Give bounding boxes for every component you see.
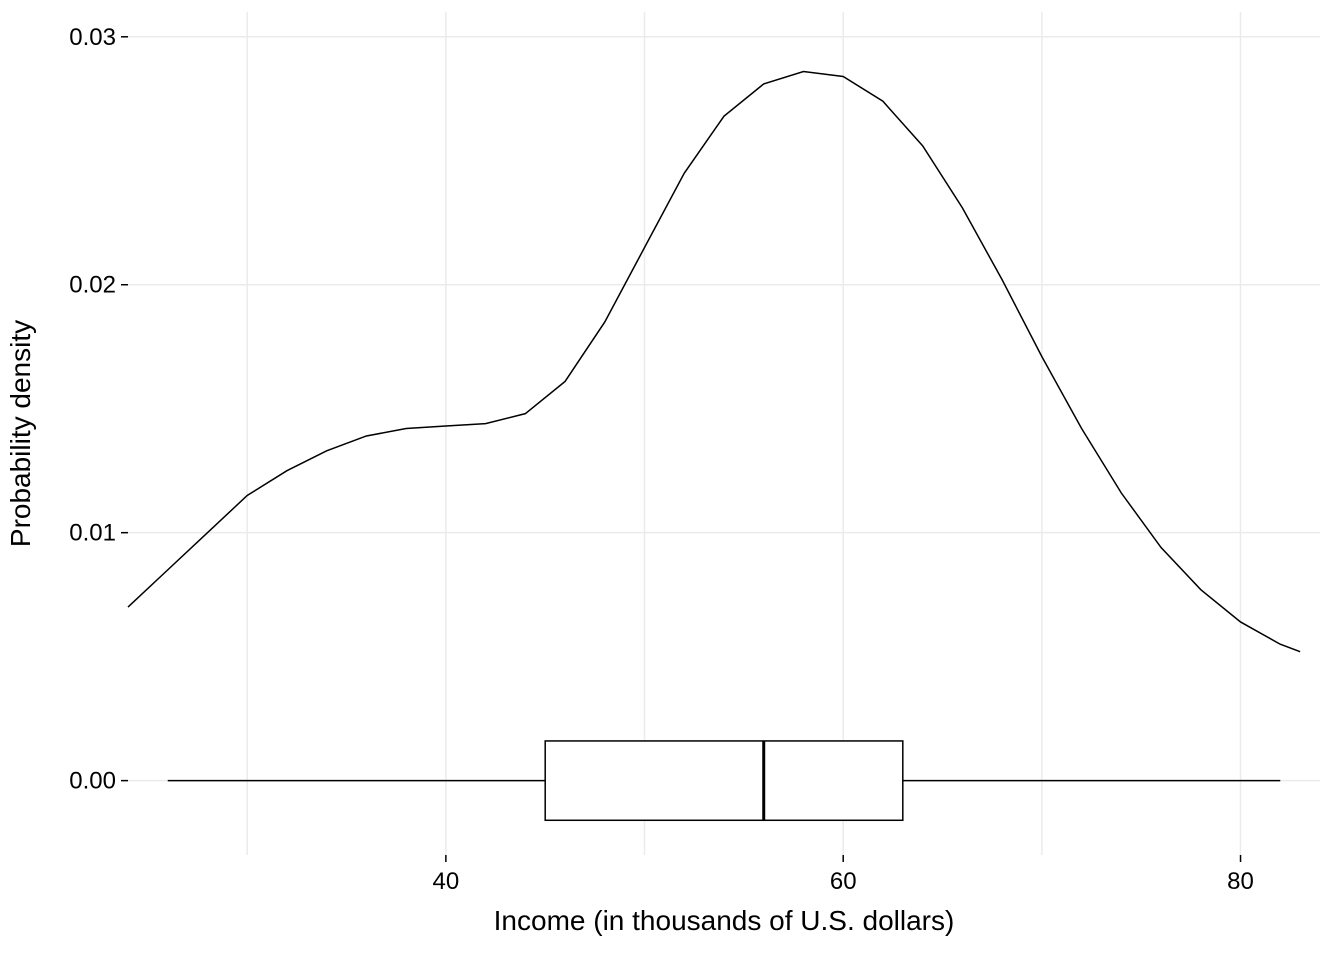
boxplot-box — [545, 741, 903, 820]
x-tick-label: 80 — [1227, 868, 1254, 895]
density-boxplot-chart: 40 60 80 0.00 0.01 0.02 0.03 Income (in thousan… — [0, 0, 1344, 960]
y-tick-label: 0.00 — [69, 768, 116, 795]
plot-panel — [128, 12, 1320, 855]
y-tick-label: 0.03 — [69, 24, 116, 51]
y-tick-label: 0.01 — [69, 520, 116, 547]
chart-container: 40 60 80 0.00 0.01 0.02 0.03 Income (in thousan… — [0, 0, 1344, 960]
y-tick-label: 0.02 — [69, 272, 116, 299]
x-axis-title: Income (in thousands of U.S. dollars) — [494, 905, 955, 936]
x-tick-label: 60 — [830, 868, 857, 895]
y-axis-title: Probability density — [5, 320, 36, 547]
x-tick-label: 40 — [433, 868, 460, 895]
